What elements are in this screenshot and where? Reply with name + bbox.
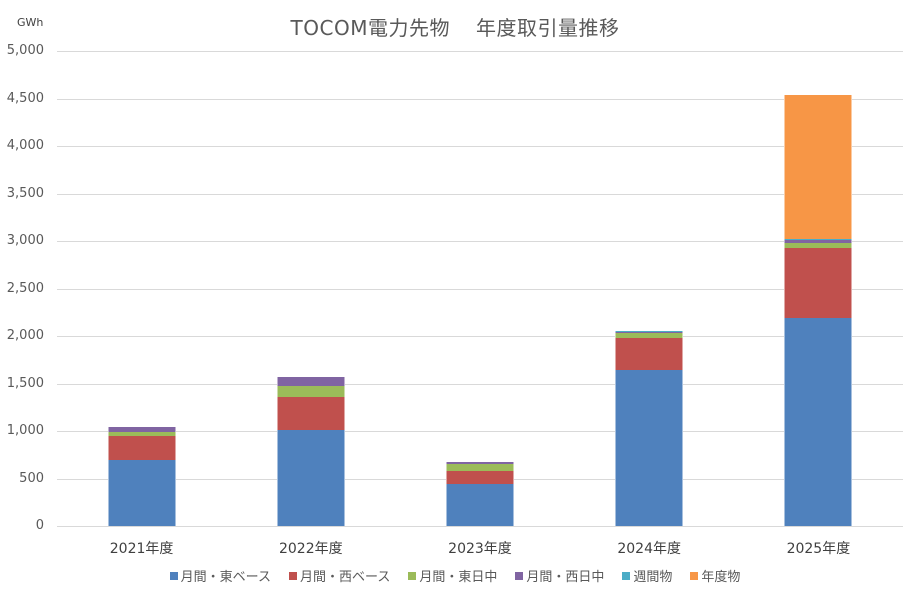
y-tick-label: 4,000 (6, 138, 44, 153)
legend-swatch-icon (622, 571, 631, 580)
stacked-bar (784, 95, 853, 526)
bar-segment (107, 427, 176, 432)
legend-item: 週間物 (622, 566, 672, 585)
bar-segment (615, 332, 684, 339)
gridline (57, 383, 903, 385)
x-tick-label: 2021年度 (109, 541, 174, 557)
bar-segment (615, 370, 684, 526)
legend-item: 月間・西ベース (288, 566, 391, 585)
y-tick-label: 4,500 (6, 90, 44, 106)
legend-label: 月間・東ベース (180, 570, 271, 585)
bar-segment (276, 430, 345, 526)
x-tick-label: 2023年度 (448, 541, 512, 557)
legend-item: 月間・東日中 (408, 566, 497, 585)
legend-item: 年度物 (690, 566, 740, 585)
stacked-bar (107, 427, 176, 526)
bar-segment (107, 435, 176, 460)
legend-label: 年度物 (701, 570, 741, 585)
y-axis-unit: GWh (17, 16, 44, 29)
legend-label: 月間・西日中 (526, 570, 605, 585)
bar-segment (446, 462, 514, 464)
bar-segment (784, 248, 853, 319)
bar-segment (276, 386, 345, 398)
y-tick-label: 1,500 (6, 375, 44, 391)
legend-swatch-icon (690, 571, 699, 580)
y-tick-label: 3,500 (6, 185, 44, 201)
stacked-bar (615, 331, 684, 526)
x-tick-label: 2025年度 (786, 541, 851, 557)
bar-segment (615, 332, 684, 333)
y-tick-label: 500 (19, 470, 44, 486)
gridline (57, 288, 903, 290)
gridline (57, 193, 903, 195)
bar-segment (784, 243, 853, 249)
bar-segment (784, 239, 853, 244)
y-tick-label: 5,000 (6, 43, 44, 58)
legend-label: 月間・西ベース (299, 570, 391, 585)
gridline (57, 146, 903, 147)
stacked-bar (276, 377, 345, 526)
bar-segment (276, 397, 345, 431)
stacked-bar (446, 462, 514, 526)
x-tick-label: 2022年度 (278, 541, 343, 557)
y-tick-label: 1,000 (6, 423, 44, 438)
legend-label: 月間・東日中 (419, 570, 498, 585)
legend: 月間・東ベース 月間・西ベース 月間・東日中 月間・西日中 週間物 年度物 (0, 566, 910, 585)
bar-segment (615, 338, 684, 371)
gridline (57, 526, 903, 527)
gridline (57, 51, 903, 52)
y-tick-label: 2,000 (6, 328, 44, 343)
legend-item: 月間・東ベース (169, 566, 271, 585)
gridline (57, 98, 903, 100)
plot-area (57, 51, 903, 527)
bar-segment (446, 484, 514, 526)
bar-segment (276, 377, 345, 386)
y-tick-label: 0 (35, 518, 44, 533)
legend-item: 月間・西日中 (515, 566, 604, 585)
gridline (57, 336, 903, 337)
bar-segment (784, 318, 853, 526)
legend-swatch-icon (408, 571, 417, 580)
bar-segment (446, 471, 514, 485)
bar-segment (107, 431, 176, 436)
bar-segment (784, 239, 853, 240)
chart-title-part1: TOCOM電力先物 (290, 16, 450, 40)
chart-title-part2: 年度取引量推移 (475, 16, 620, 40)
bar-segment (446, 464, 514, 472)
x-tick-label: 2024年度 (617, 541, 681, 557)
legend-swatch-icon (515, 571, 524, 580)
bar-segment (615, 331, 684, 333)
y-tick-label: 2,500 (6, 280, 44, 296)
legend-swatch-icon (288, 571, 297, 580)
legend-swatch-icon (169, 571, 178, 580)
bar-segment (107, 459, 176, 526)
gridline (57, 431, 903, 432)
chart-title: TOCOM電力先物 年度取引量推移 (0, 12, 910, 41)
gridline (57, 241, 903, 242)
legend-label: 週間物 (633, 570, 673, 585)
bar-segment (784, 95, 853, 240)
y-tick-label: 3,000 (6, 233, 44, 248)
